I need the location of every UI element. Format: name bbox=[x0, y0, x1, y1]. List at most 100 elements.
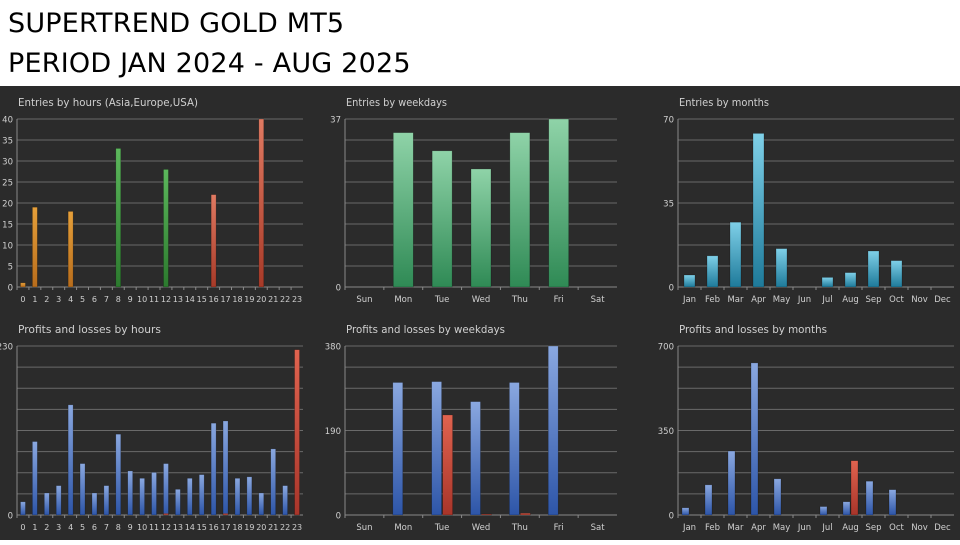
profit-bar bbox=[175, 488, 181, 516]
x-tick-label: 2 bbox=[44, 523, 49, 532]
x-tick-label: 1 bbox=[32, 523, 37, 532]
x-tick-label: Tue bbox=[434, 523, 450, 533]
x-tick-label: 9 bbox=[128, 295, 133, 304]
x-tick-label: 14 bbox=[185, 295, 195, 304]
y-tick-label: 0 bbox=[669, 512, 674, 522]
x-tick-label: Jan bbox=[682, 523, 696, 533]
profit-bar bbox=[55, 485, 62, 516]
bar bbox=[844, 272, 857, 288]
bar bbox=[470, 168, 492, 288]
x-tick-label: 3 bbox=[56, 295, 61, 304]
x-tick-label: 0 bbox=[20, 295, 25, 304]
profit-bar bbox=[91, 492, 98, 516]
x-tick-label: Sat bbox=[591, 523, 606, 533]
x-tick-label: 20 bbox=[256, 523, 266, 532]
x-tick-label: Apr bbox=[751, 295, 766, 305]
profit-bar bbox=[258, 492, 265, 516]
x-tick-label: 19 bbox=[244, 295, 254, 304]
charts-canvas: Entries by hours (Asia,Europe,USA)051015… bbox=[0, 97, 954, 533]
bar bbox=[210, 194, 217, 288]
x-tick-label: Jun bbox=[797, 523, 811, 533]
x-tick-label: Nov bbox=[911, 295, 928, 305]
loss-bar bbox=[850, 460, 859, 516]
bar bbox=[890, 260, 903, 288]
x-tick-label: Sun bbox=[356, 295, 372, 305]
x-tick-label: 8 bbox=[116, 295, 121, 304]
profit-bar bbox=[163, 463, 169, 516]
profit-bar bbox=[198, 474, 205, 516]
x-tick-label: Mon bbox=[394, 523, 412, 533]
x-tick-label: Sep bbox=[865, 295, 881, 305]
x-tick-label: Mar bbox=[727, 523, 744, 533]
x-tick-label: Nov bbox=[911, 523, 928, 533]
loss-bar bbox=[481, 513, 492, 516]
profit-bar bbox=[392, 382, 404, 516]
chart-5: Profits and losses by weekdays 0 190 380 Sun… bbox=[325, 324, 617, 533]
y-tick-label: 70 bbox=[663, 116, 674, 126]
y-tick-label: 0 bbox=[8, 512, 13, 522]
x-tick-label: 9 bbox=[128, 523, 133, 532]
chart-4: Profits and losses by hours0230012345678… bbox=[0, 324, 303, 532]
profit-bar bbox=[139, 477, 145, 516]
profit-bar bbox=[509, 382, 520, 516]
bar bbox=[821, 277, 834, 288]
y-tick-label: 380 bbox=[325, 343, 341, 353]
x-tick-label: 13 bbox=[173, 523, 183, 532]
profit-bar bbox=[704, 484, 713, 516]
profit-bar bbox=[681, 507, 690, 516]
x-tick-label: Fri bbox=[554, 523, 564, 533]
bar bbox=[867, 250, 880, 288]
chart-3: Entries by months 0 35 70 Jan Feb Mar Apr May Jun… bbox=[663, 97, 954, 305]
title-line-2: PERIOD JAN 2024 - AUG 2025 bbox=[8, 48, 411, 79]
x-tick-label: 10 bbox=[137, 295, 147, 304]
bar bbox=[115, 148, 122, 288]
x-tick-label: 8 bbox=[116, 523, 121, 532]
profit-bar bbox=[43, 492, 50, 516]
y-tick-label: 5 bbox=[8, 263, 13, 273]
x-tick-label: Mar bbox=[727, 295, 744, 305]
title-line-1: SUPERTREND GOLD MT5 bbox=[8, 8, 345, 39]
x-tick-label: 12 bbox=[161, 523, 171, 532]
x-tick-label: Jul bbox=[821, 523, 832, 533]
loss-bar bbox=[442, 414, 453, 516]
profit-bar bbox=[270, 448, 277, 516]
x-tick-label: 0 bbox=[20, 523, 25, 532]
bar bbox=[32, 206, 38, 288]
bar bbox=[706, 255, 719, 288]
bar bbox=[67, 211, 74, 288]
profit-bar bbox=[234, 477, 241, 516]
x-tick-label: 4 bbox=[68, 295, 73, 304]
profit-bar bbox=[103, 485, 110, 516]
x-tick-label: 15 bbox=[197, 523, 207, 532]
x-tick-label: Fri bbox=[554, 295, 564, 305]
x-tick-label: 16 bbox=[209, 295, 219, 304]
y-tick-label: 40 bbox=[2, 116, 13, 126]
x-tick-label: 3 bbox=[56, 523, 61, 532]
x-tick-label: Aug bbox=[842, 295, 859, 305]
chart-6: Profits and losses by months 0 350 700 Jan Fe… bbox=[658, 324, 954, 533]
x-tick-label: Sat bbox=[591, 295, 606, 305]
y-tick-label: 190 bbox=[325, 427, 341, 437]
chart-title: Entries by hours (Asia,Europe,USA) bbox=[18, 97, 198, 109]
chart-title: Entries by months bbox=[679, 97, 769, 109]
profit-bar bbox=[246, 476, 253, 516]
x-tick-label: Wed bbox=[472, 295, 491, 305]
x-tick-label: 10 bbox=[137, 523, 147, 532]
x-tick-label: 18 bbox=[232, 523, 242, 532]
profit-bar bbox=[210, 422, 217, 516]
x-tick-label: Sun bbox=[356, 523, 372, 533]
profit-bar bbox=[865, 480, 874, 516]
bar bbox=[20, 282, 26, 288]
x-tick-label: Thu bbox=[511, 295, 528, 305]
x-tick-label: 21 bbox=[268, 295, 278, 304]
x-tick-label: Apr bbox=[751, 523, 766, 533]
y-tick-label: 0 bbox=[669, 284, 674, 294]
x-tick-label: 11 bbox=[149, 523, 159, 532]
x-tick-label: 6 bbox=[92, 295, 97, 304]
x-tick-label: 7 bbox=[104, 523, 109, 532]
y-tick-label: 25 bbox=[2, 179, 13, 189]
bar bbox=[163, 169, 169, 288]
loss-bar bbox=[520, 512, 531, 516]
profit-bar bbox=[819, 506, 828, 516]
x-tick-label: Aug bbox=[842, 523, 859, 533]
